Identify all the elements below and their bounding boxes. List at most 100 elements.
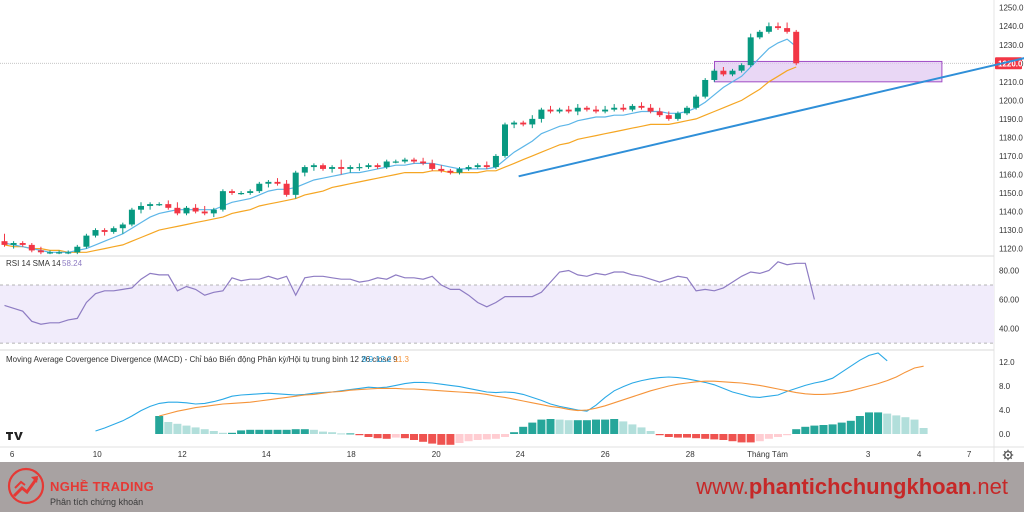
macd-histogram-bar: [801, 426, 810, 434]
macd-histogram-bar: [164, 422, 173, 434]
price-tick-label: 1120.0: [999, 245, 1023, 254]
candle-body: [693, 96, 700, 108]
macd-histogram-bar: [455, 434, 464, 443]
candle-body: [729, 70, 736, 75]
candle-body: [165, 204, 172, 208]
macd-legend-label: Moving Average Covergence Divergence (MA…: [6, 355, 398, 364]
candle-body: [128, 209, 135, 225]
macd-histogram-bar: [573, 420, 582, 434]
macd-histogram-bar: [400, 434, 409, 439]
candle-body: [620, 107, 627, 110]
candle-body: [301, 167, 308, 173]
candle-body: [765, 26, 772, 32]
candle-body: [674, 113, 681, 119]
macd-histogram-bar: [582, 420, 591, 434]
time-tick-label: 28: [686, 450, 695, 459]
chart-arrow-logo-icon: [7, 467, 45, 505]
macd-tick-label: 8.0: [999, 382, 1011, 391]
time-tick-label: 14: [262, 450, 271, 459]
brand-name: NGHỀ TRADING: [50, 479, 154, 494]
macd-histogram-bar: [255, 429, 264, 434]
time-tick-label: 24: [516, 450, 525, 459]
macd-histogram-bar: [228, 432, 236, 434]
macd-histogram-bar: [182, 425, 191, 434]
candle-body: [210, 209, 217, 214]
candle-body: [784, 28, 791, 32]
macd-histogram-bar: [237, 430, 246, 434]
time-tick-label: 18: [347, 450, 356, 459]
tradingview-logo-icon[interactable]: [6, 432, 23, 440]
macd-histogram-bar: [883, 413, 892, 434]
macd-histogram-bar: [610, 419, 619, 434]
macd-tick-label: 0.0: [999, 430, 1011, 439]
macd-histogram-bar: [737, 434, 746, 443]
chart-area[interactable]: 1250.01240.01230.01220.01210.01200.01190…: [0, 0, 1024, 462]
candle-body: [265, 181, 272, 184]
candle-body: [747, 37, 754, 66]
candle-body: [565, 109, 572, 112]
candle-body: [593, 109, 599, 112]
candle-body: [274, 181, 281, 184]
macd-histogram-bar: [892, 415, 901, 434]
macd-histogram-bar: [746, 434, 755, 443]
candle-body: [347, 167, 354, 169]
candle-body: [283, 183, 290, 195]
macd-line: [95, 352, 888, 432]
macd-histogram-bar: [810, 425, 819, 434]
macd-histogram-bar: [837, 422, 846, 434]
macd-tick-label: 12.0: [999, 358, 1015, 367]
macd-legend-value-signal: 12.2: [376, 355, 392, 364]
website-url[interactable]: www.phantichchungkhoan.net: [696, 474, 1008, 500]
price-tick-label: 1170.0: [999, 152, 1023, 161]
macd-histogram-bar: [874, 412, 883, 434]
candle-body: [110, 228, 117, 232]
candle-body: [292, 172, 299, 195]
ma-fast-line: [4, 38, 797, 253]
time-tick-label: 10: [93, 450, 102, 459]
candle-body: [520, 122, 527, 125]
macd-histogram-bar: [855, 416, 864, 434]
price-tick-label: 1240.0: [999, 22, 1024, 31]
candle-body: [1, 241, 8, 245]
candle-body: [711, 70, 718, 80]
macd-histogram-bar: [519, 426, 528, 434]
candle-body: [174, 207, 181, 214]
rsi-pane: 80.00 60.00 40.00: [0, 255, 1020, 344]
price-tick-label: 1180.0: [999, 133, 1023, 142]
candle-body: [10, 243, 17, 245]
candle-body: [483, 165, 490, 168]
macd-histogram-bar: [346, 433, 355, 435]
macd-histogram-bar: [264, 429, 273, 434]
candle-body: [92, 230, 99, 236]
macd-histogram-bar: [910, 419, 919, 434]
macd-histogram-bar: [901, 417, 910, 434]
candle-body: [192, 207, 199, 212]
macd-histogram-bar: [355, 434, 364, 436]
macd-histogram-bar: [482, 434, 491, 440]
candle-body: [101, 230, 108, 232]
macd-histogram-bar: [246, 429, 255, 434]
candle-body: [83, 235, 90, 247]
macd-histogram-bar: [419, 434, 428, 442]
candle-body: [702, 79, 709, 97]
candle-body: [511, 122, 518, 125]
candle-body: [201, 211, 208, 214]
candle-body: [329, 167, 336, 169]
macd-histogram-bar: [218, 432, 227, 434]
gear-icon[interactable]: [1002, 449, 1014, 461]
macd-histogram-bar: [501, 434, 509, 437]
macd-histogram-bar: [491, 434, 500, 439]
candle-body: [28, 244, 35, 251]
price-tick-label: 1160.0: [999, 170, 1023, 179]
macd-histogram-bar: [209, 431, 218, 434]
candle-body: [465, 167, 472, 169]
candle-body: [320, 165, 326, 169]
rsi-tick-label: 60.00: [999, 296, 1020, 305]
signal-line: [159, 365, 924, 417]
macd-histogram-bar: [319, 431, 327, 434]
candle-body: [247, 191, 254, 193]
macd-histogram-bar: [664, 434, 673, 437]
macd-histogram-bar: [464, 434, 473, 442]
candle-body: [356, 167, 363, 169]
time-tick-label: 3: [866, 450, 871, 459]
